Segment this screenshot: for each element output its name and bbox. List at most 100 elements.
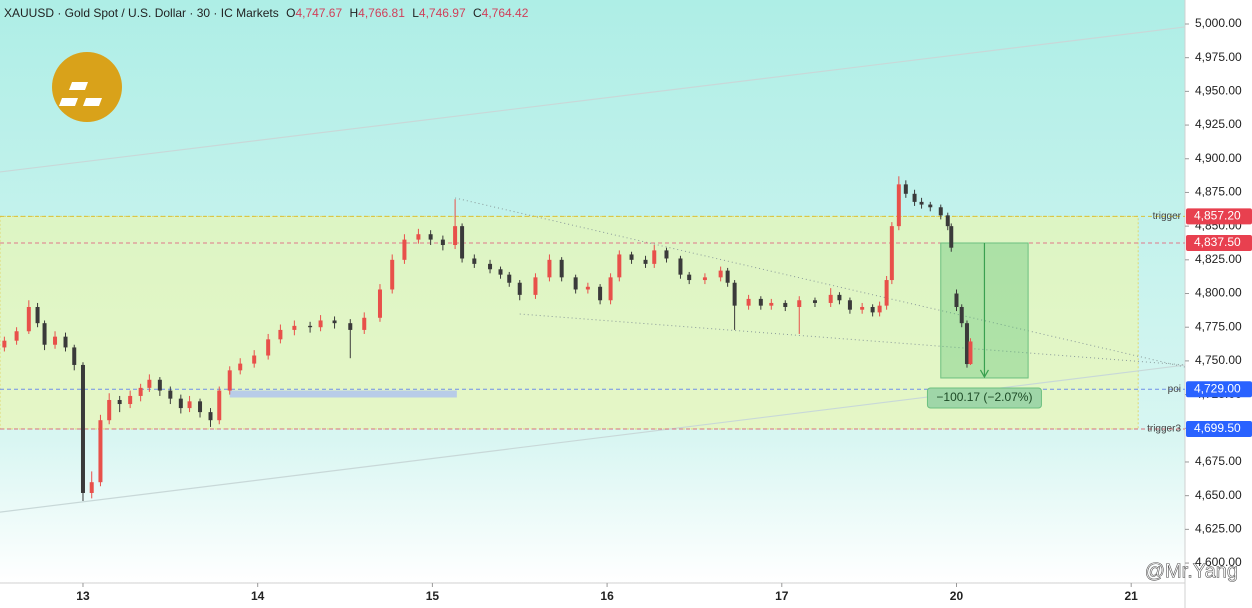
candle-body xyxy=(157,379,162,391)
candle-body xyxy=(870,306,875,313)
candle-body xyxy=(896,184,901,227)
candle-body xyxy=(769,302,774,306)
level-tag xyxy=(1186,420,1252,437)
candle-body xyxy=(746,298,751,306)
candle-body xyxy=(35,306,40,324)
candle-body xyxy=(517,282,522,295)
candle-body xyxy=(80,364,85,493)
candle-body xyxy=(959,306,964,324)
candle-body xyxy=(678,258,683,275)
candle-body xyxy=(453,226,458,246)
x-tick-label: 20 xyxy=(950,589,964,603)
ohlc-key: C xyxy=(473,6,482,20)
ohlc-key: O xyxy=(286,6,295,20)
candle-body xyxy=(402,239,407,260)
candle-body xyxy=(783,302,788,307)
y-tick-label: 4,675.00 xyxy=(1195,454,1242,468)
candle-body xyxy=(585,286,590,290)
logo xyxy=(52,52,122,122)
x-tick-label: 21 xyxy=(1125,589,1139,603)
candle-body xyxy=(598,286,603,301)
candle-body xyxy=(348,323,353,330)
candle-body xyxy=(928,204,933,208)
level-tag-label: 4,837.50 xyxy=(1194,235,1241,249)
y-tick-label: 4,875.00 xyxy=(1195,185,1242,199)
candle-body xyxy=(168,390,173,399)
candle-body xyxy=(198,401,203,413)
candle-body xyxy=(877,305,882,313)
candle-body xyxy=(460,226,465,259)
candle-body xyxy=(903,184,908,194)
ohlc-value: 4,746.97 xyxy=(419,6,466,20)
level-name: trigger3 xyxy=(1147,424,1181,435)
x-tick-label: 16 xyxy=(600,589,614,603)
candle-body xyxy=(954,293,959,307)
x-tick-label: 15 xyxy=(426,589,440,603)
candle-body xyxy=(507,274,512,283)
y-tick-label: 5,000.00 xyxy=(1195,16,1242,30)
level-tag xyxy=(1186,208,1252,225)
ohlc-key: L xyxy=(412,6,419,20)
candle-body xyxy=(968,341,973,365)
header: XAUUSD · Gold Spot / U.S. Dollar · 30 · … xyxy=(4,6,529,20)
y-tick-label: 4,650.00 xyxy=(1195,488,1242,502)
ohlc-value: 4,747.67 xyxy=(295,6,342,20)
candle-body xyxy=(178,398,183,409)
candle-body xyxy=(332,320,337,324)
candle-body xyxy=(362,317,367,330)
candle-body xyxy=(533,277,538,295)
level-name: poi xyxy=(1168,384,1181,395)
candle-body xyxy=(573,277,578,290)
candle-body xyxy=(63,336,68,348)
candle-body xyxy=(919,201,924,205)
candle-body xyxy=(72,347,77,365)
candle-body xyxy=(812,300,817,303)
candle-body xyxy=(758,298,763,306)
y-tick-label: 4,625.00 xyxy=(1195,522,1242,536)
ohlc-key: H xyxy=(350,6,359,20)
candle-body xyxy=(318,320,323,328)
price-axis xyxy=(1185,0,1252,608)
y-tick-label: 4,825.00 xyxy=(1195,252,1242,266)
candle-body xyxy=(732,282,737,306)
candle-body xyxy=(14,331,19,341)
y-tick-label: 4,775.00 xyxy=(1195,319,1242,333)
channel-line xyxy=(0,26,1186,173)
x-tick-label: 14 xyxy=(251,589,265,603)
candle-body xyxy=(608,277,613,301)
logo-circle xyxy=(52,52,122,122)
candle-body xyxy=(308,325,313,328)
candle-body xyxy=(945,215,950,227)
measure-label-box xyxy=(926,387,1042,409)
candle-body xyxy=(2,340,7,348)
candle-body xyxy=(687,274,692,281)
candle-body xyxy=(53,336,58,345)
candle-body xyxy=(208,412,213,421)
candle-body xyxy=(652,250,657,264)
candle-body xyxy=(938,207,943,216)
candle-body xyxy=(238,363,243,371)
candle-body xyxy=(390,259,395,290)
candle-body xyxy=(42,323,47,345)
candle-body xyxy=(498,269,503,275)
candle-body xyxy=(912,193,917,202)
y-tick-label: 4,600.00 xyxy=(1195,555,1242,569)
candle-body xyxy=(292,325,297,330)
level-tag-label: 4,699.50 xyxy=(1194,421,1241,435)
level-name: trigger xyxy=(1153,211,1182,222)
candle-body xyxy=(416,234,421,240)
triangle-line xyxy=(519,313,1186,366)
candle-body xyxy=(128,395,133,405)
candle-body xyxy=(860,306,865,310)
logo-bars xyxy=(59,82,102,106)
candle-body xyxy=(107,399,112,421)
candle-body xyxy=(26,306,31,332)
candle-body xyxy=(559,259,564,278)
candle-body xyxy=(138,387,143,396)
candle-body xyxy=(889,226,894,281)
y-tick-label: 4,750.00 xyxy=(1195,353,1242,367)
x-tick-label: 13 xyxy=(76,589,90,603)
ohlc-value: 4,766.81 xyxy=(358,6,405,20)
candle-body xyxy=(472,258,477,264)
